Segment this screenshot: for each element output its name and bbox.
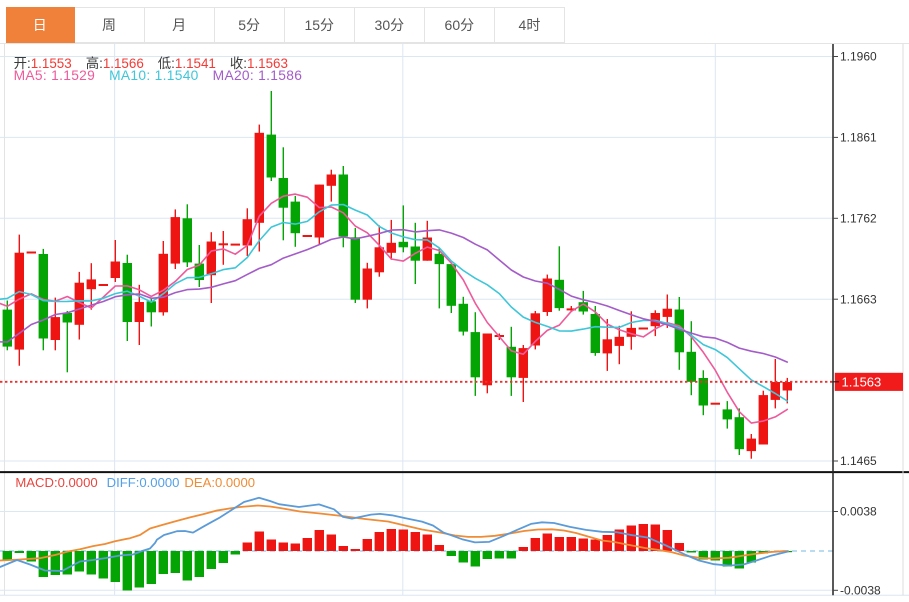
svg-text:0.0038: 0.0038 [840,505,877,519]
svg-text:-0.0038: -0.0038 [840,584,881,598]
svg-text:1.1861: 1.1861 [840,131,877,145]
svg-text:1.1465: 1.1465 [840,454,877,468]
svg-text:1.1663: 1.1663 [840,292,877,306]
svg-text:1.1563: 1.1563 [842,374,882,389]
svg-text:1.1960: 1.1960 [840,50,877,64]
svg-text:1.1762: 1.1762 [840,212,877,226]
